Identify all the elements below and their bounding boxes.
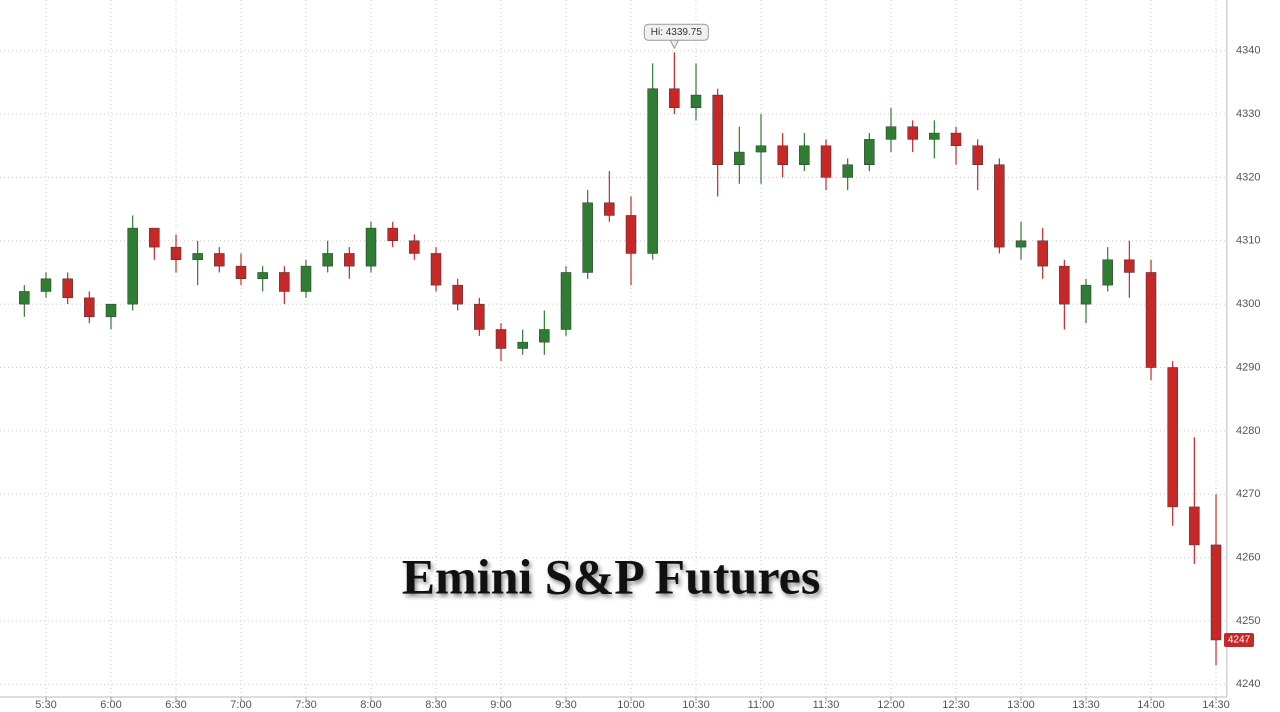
candle-body [1015, 240, 1027, 248]
candle-body [387, 227, 398, 242]
x-tick-label: 10:00 [617, 699, 645, 711]
y-tick-label: 4290 [1236, 361, 1260, 373]
candle-body [300, 265, 312, 292]
x-tick-label: 12:00 [877, 699, 905, 711]
x-tick-label: 7:00 [230, 699, 251, 711]
candle-body [625, 215, 637, 254]
x-tick-label: 14:30 [1202, 699, 1230, 711]
candle-body [907, 126, 918, 140]
candle-body [344, 253, 355, 267]
x-tick-label: 5:30 [35, 699, 56, 711]
last-price-box [1224, 632, 1254, 647]
candle-body [452, 284, 463, 305]
candle-body [799, 145, 810, 165]
candle-body [1059, 265, 1070, 305]
y-tick-label: 4310 [1236, 235, 1260, 247]
y-tick-label: 4240 [1236, 678, 1260, 690]
x-tick-label: 13:30 [1072, 699, 1100, 711]
chart-title: Emini S&P Futures [402, 548, 821, 604]
y-tick-label: 4260 [1236, 552, 1260, 564]
x-tick-label: 11:30 [813, 699, 840, 711]
candle-body [669, 88, 680, 108]
candle-body [257, 272, 268, 280]
x-tick-label: 6:30 [165, 699, 186, 711]
y-tick-label: 4250 [1236, 615, 1260, 627]
candle-body [1145, 272, 1157, 368]
candle-body [1189, 506, 1200, 546]
y-tick-label: 4300 [1236, 298, 1260, 310]
candle-body [214, 253, 225, 267]
x-tick-label: 10:30 [682, 699, 710, 711]
candle-body [864, 139, 875, 165]
candle-body [517, 341, 528, 349]
y-tick-label: 4280 [1236, 425, 1260, 437]
candle-body [430, 253, 442, 286]
candle-body [582, 202, 593, 273]
candle-body [1037, 240, 1048, 267]
candle-body [929, 132, 940, 140]
candle-body [279, 272, 290, 292]
candle-body [19, 291, 30, 305]
candle-body [192, 253, 203, 261]
candle-body [734, 151, 745, 165]
high-label: Hi: 4339.75 [651, 27, 703, 38]
y-tick-label: 4340 [1236, 45, 1260, 57]
label-box [643, 23, 709, 41]
y-tick-label: 4330 [1236, 108, 1260, 120]
candle-body [690, 94, 702, 108]
candle-body [105, 303, 117, 318]
candle-body [127, 227, 138, 305]
candle-body [235, 265, 247, 280]
candle-body [322, 253, 333, 267]
candle-body [149, 227, 160, 248]
x-tick-label: 6:00 [100, 699, 121, 711]
candle-body [755, 145, 767, 153]
candle-body [1124, 259, 1135, 273]
y-tick-label: 4320 [1236, 171, 1260, 183]
x-tick-label: 9:00 [490, 699, 511, 711]
last-price-label: 4247 [1228, 635, 1251, 646]
candle-body [40, 278, 52, 292]
candle-body [842, 164, 853, 178]
candle-body [820, 145, 832, 178]
candle-body [604, 202, 615, 216]
candle-body [1167, 367, 1178, 508]
x-tick-label: 13:00 [1007, 699, 1035, 711]
candle-body [84, 297, 95, 318]
candle-body [560, 272, 572, 330]
candle-body [1080, 284, 1092, 305]
candle-body [885, 126, 897, 140]
label-pointer [669, 40, 679, 50]
x-tick-label: 9:30 [555, 699, 576, 711]
x-tick-label: 12:30 [942, 699, 970, 711]
candle-body [495, 329, 507, 349]
candle-body [62, 278, 73, 299]
x-tick-label: 14:00 [1137, 699, 1165, 711]
x-tick-label: 7:30 [295, 699, 316, 711]
candle-body [994, 164, 1005, 248]
candle-body [170, 246, 182, 261]
candle-body [950, 132, 962, 146]
x-tick-label: 8:30 [425, 699, 446, 711]
candle-body [972, 145, 983, 165]
candle-body [777, 145, 788, 165]
candle-body [712, 94, 723, 165]
candle-body [647, 88, 658, 254]
candle-body [1210, 544, 1222, 641]
candle-body [409, 240, 420, 254]
y-tick-label: 4270 [1236, 488, 1260, 500]
candle-body [539, 329, 550, 343]
candle-body [474, 303, 485, 330]
x-tick-label: 8:00 [360, 699, 381, 711]
candle-body [1102, 259, 1113, 286]
x-tick-label: 11:00 [748, 699, 775, 711]
candle-body [365, 227, 377, 267]
